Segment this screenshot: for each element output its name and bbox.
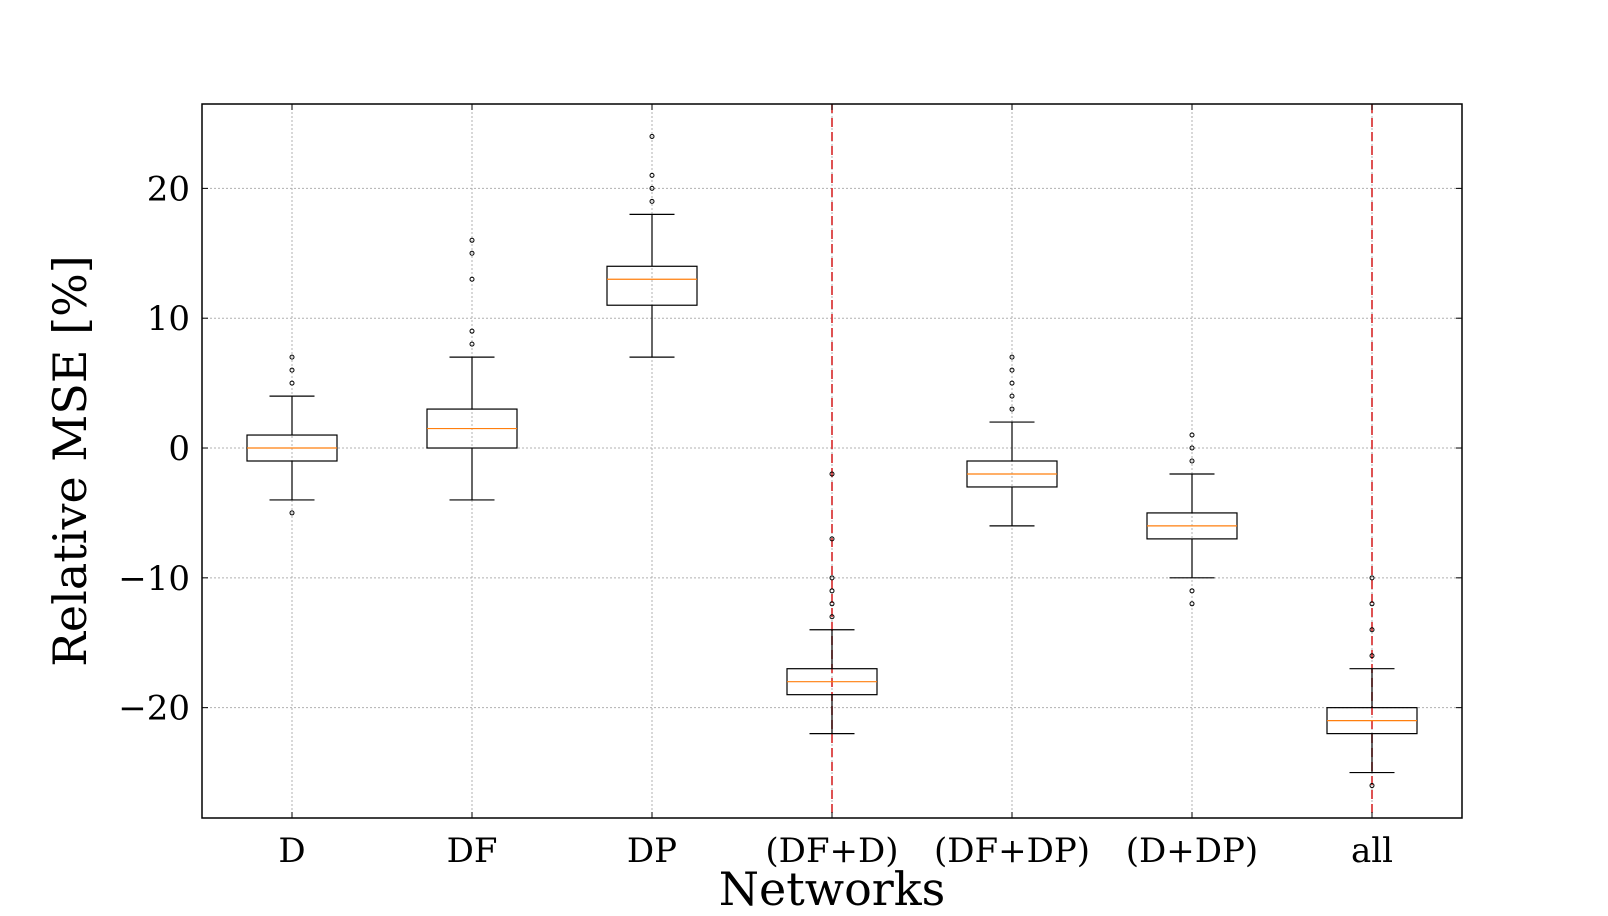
- y-tick-label: 0: [168, 429, 190, 469]
- y-tick-label: −10: [118, 559, 190, 599]
- x-tick-label: D: [278, 831, 305, 871]
- outlier-point: [469, 328, 475, 334]
- y-tick-label: −20: [118, 689, 190, 729]
- box-d: [246, 354, 338, 516]
- y-tick-label: 20: [147, 169, 190, 209]
- x-tick-label: (DF+DP): [934, 831, 1090, 871]
- box-df-d: [786, 471, 878, 735]
- outlier-point: [829, 601, 835, 607]
- outlier-point: [1189, 588, 1195, 594]
- outlier-point: [1369, 575, 1375, 581]
- outlier-point: [1369, 627, 1375, 633]
- outlier-point: [1189, 432, 1195, 438]
- outlier-point: [649, 185, 655, 191]
- x-tick-label: DP: [627, 831, 677, 871]
- boxes: [246, 133, 1418, 789]
- x-tick-label: all: [1351, 831, 1393, 871]
- x-tick-label: DF: [447, 831, 498, 871]
- outlier-point: [829, 536, 835, 542]
- outlier-point: [829, 614, 835, 620]
- outlier-point: [1369, 653, 1375, 659]
- box-all: [1326, 575, 1418, 789]
- outlier-point: [1369, 601, 1375, 607]
- outlier-point: [469, 341, 475, 347]
- y-tick-label: 10: [147, 299, 190, 339]
- outlier-point: [1369, 783, 1375, 789]
- x-tick-label: (D+DP): [1126, 831, 1258, 871]
- outlier-point: [1189, 458, 1195, 464]
- outlier-point: [289, 367, 295, 373]
- outlier-point: [469, 250, 475, 256]
- outlier-point: [1009, 406, 1015, 412]
- y-axis-title: Relative MSE [%]: [43, 255, 97, 666]
- outlier-point: [829, 588, 835, 594]
- outlier-point: [1009, 354, 1015, 360]
- outlier-point: [1189, 601, 1195, 607]
- outlier-point: [289, 510, 295, 516]
- outlier-point: [649, 198, 655, 204]
- box-df-dp: [966, 354, 1058, 527]
- outlier-point: [469, 276, 475, 282]
- box-d-dp: [1146, 432, 1238, 607]
- outlier-point: [469, 237, 475, 243]
- box-df: [426, 237, 518, 501]
- outlier-point: [829, 471, 835, 477]
- outlier-point: [1009, 393, 1015, 399]
- box-dp: [606, 133, 698, 358]
- outlier-point: [1189, 445, 1195, 451]
- outlier-point: [289, 380, 295, 386]
- iqr-box: [606, 265, 698, 306]
- reference-lines: [831, 104, 1373, 818]
- outlier-point: [289, 354, 295, 360]
- outlier-point: [1009, 380, 1015, 386]
- outlier-point: [649, 133, 655, 139]
- outlier-point: [649, 172, 655, 178]
- outlier-point: [1009, 367, 1015, 373]
- outlier-point: [829, 575, 835, 581]
- x-tick-label: (DF+D): [765, 831, 898, 871]
- x-axis-title: Networks: [719, 862, 946, 916]
- tick-labels: −20 −10 0 10 20 D DF DP (DF+D) (DF+DP) (D+DP) all: [118, 104, 1462, 871]
